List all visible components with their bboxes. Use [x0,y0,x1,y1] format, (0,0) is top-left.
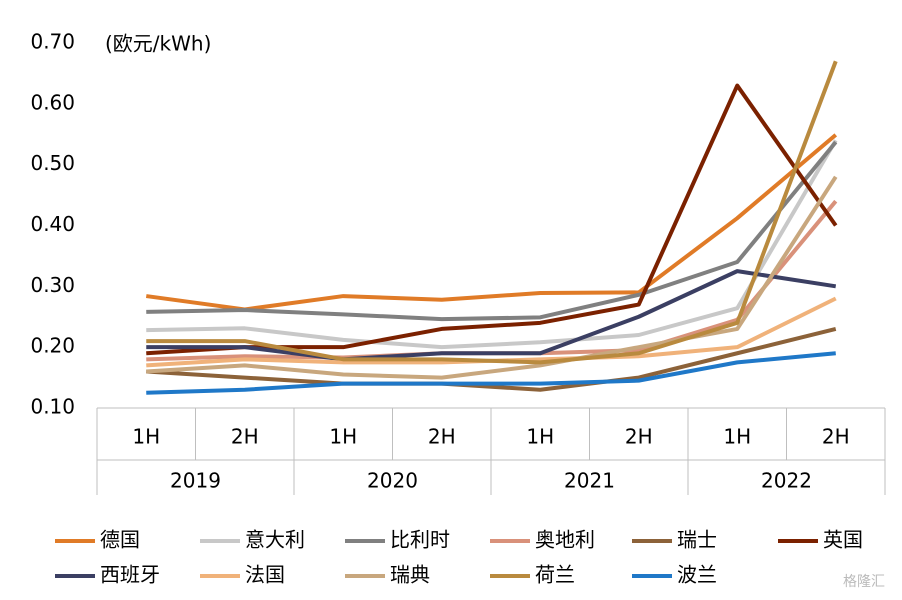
legend-label: 奥地利 [535,528,595,552]
series-line [146,175,838,380]
legend-label: 瑞典 [390,563,430,587]
x-tick-label: 2H [625,425,653,449]
x-group-label: 2019 [170,469,221,493]
y-axis-label: (欧元/kWh) [105,32,211,56]
series-line [146,60,838,365]
y-tick-label: 0.10 [30,395,75,419]
series-line [145,133,838,312]
legend-label: 西班牙 [100,563,160,587]
legend-label: 英国 [823,528,863,552]
watermark: 格隆汇 [843,574,885,590]
x-tick-label: 1H [132,425,160,449]
y-tick-label: 0.30 [30,273,75,297]
y-tick-label: 0.20 [30,334,75,358]
legend-label: 法国 [245,563,285,587]
legend-label: 波兰 [677,563,717,587]
x-tick-label: 1H [526,425,554,449]
legend-label: 瑞士 [677,528,717,552]
legend-label: 意大利 [245,528,305,552]
x-tick-label: 2H [428,425,456,449]
y-tick-label: 0.60 [30,90,75,114]
y-tick-label: 0.40 [30,212,75,236]
series-line [146,351,836,395]
x-group-label: 2021 [564,469,615,493]
x-group-label: 2020 [367,469,418,493]
legend-label: 荷兰 [535,563,575,587]
series-line [146,139,838,350]
series-line [146,269,837,362]
legend-label: 比利时 [390,528,450,552]
y-tick-label: 0.50 [30,151,75,175]
series-line [146,326,837,392]
x-tick-label: 2H [822,425,850,449]
x-group-label: 2022 [761,469,812,493]
series-line [146,140,838,322]
series-line [146,199,838,362]
x-tick-label: 2H [231,425,259,449]
series-line [146,83,838,356]
legend-label: 德国 [100,528,140,552]
y-tick-label: 0.70 [30,30,75,54]
x-tick-label: 1H [723,425,751,449]
x-tick-label: 1H [329,425,357,449]
